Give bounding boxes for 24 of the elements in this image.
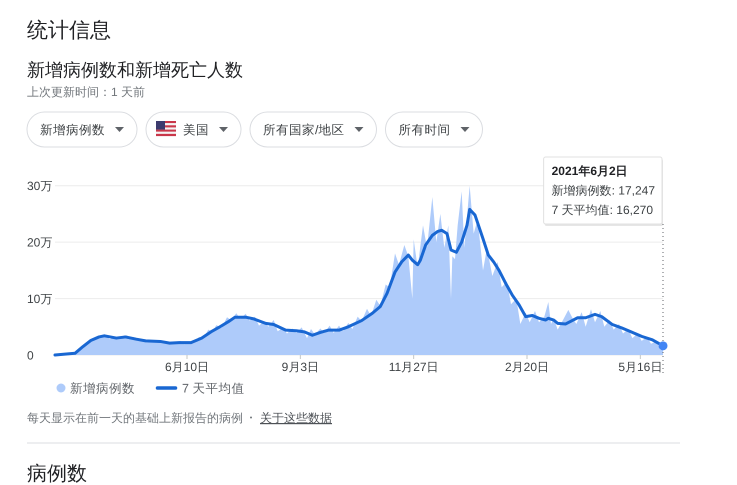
tooltip-line: 新增病例数: 17,247 — [552, 184, 655, 198]
section-heading: 病例数 — [27, 463, 87, 485]
meta: 上次更新时间：1 天前 — [27, 85, 146, 99]
y-tick-label: 30万 — [27, 179, 52, 194]
button-label: 所有时间 — [398, 123, 450, 137]
tooltip-line: 7 天平均值: 16,270 — [552, 203, 654, 217]
note: 每天显示在前一天的基础上新报告的病例 — [27, 411, 243, 425]
x-tick-label: 2月20日 — [504, 360, 550, 374]
x-tick-label: 11月27日 — [388, 360, 439, 374]
legend-label: 7 天平均值 — [182, 382, 244, 396]
legend-label: 新增病例数 — [70, 382, 135, 396]
x-tick-label: 6月10日 — [164, 360, 210, 374]
tooltip-title: 2021年6月2日 — [552, 164, 628, 178]
button-label: 所有国家/地区 — [263, 123, 344, 137]
y-tick-label: 0 — [27, 348, 34, 362]
subtitle: 新增病例数和新增死亡人数 — [27, 60, 243, 80]
y-tick-label: 10万 — [27, 292, 52, 306]
link: 关于这些数据 — [260, 411, 332, 425]
title: 统计信息 — [27, 19, 111, 42]
y-tick-label: 20万 — [27, 236, 52, 250]
x-tick-label: 9月3日 — [282, 360, 320, 374]
x-tick-label: 5月16日 — [618, 360, 662, 374]
button-label: 美国 — [183, 123, 209, 137]
button-label: 新增病例数 — [40, 123, 105, 137]
